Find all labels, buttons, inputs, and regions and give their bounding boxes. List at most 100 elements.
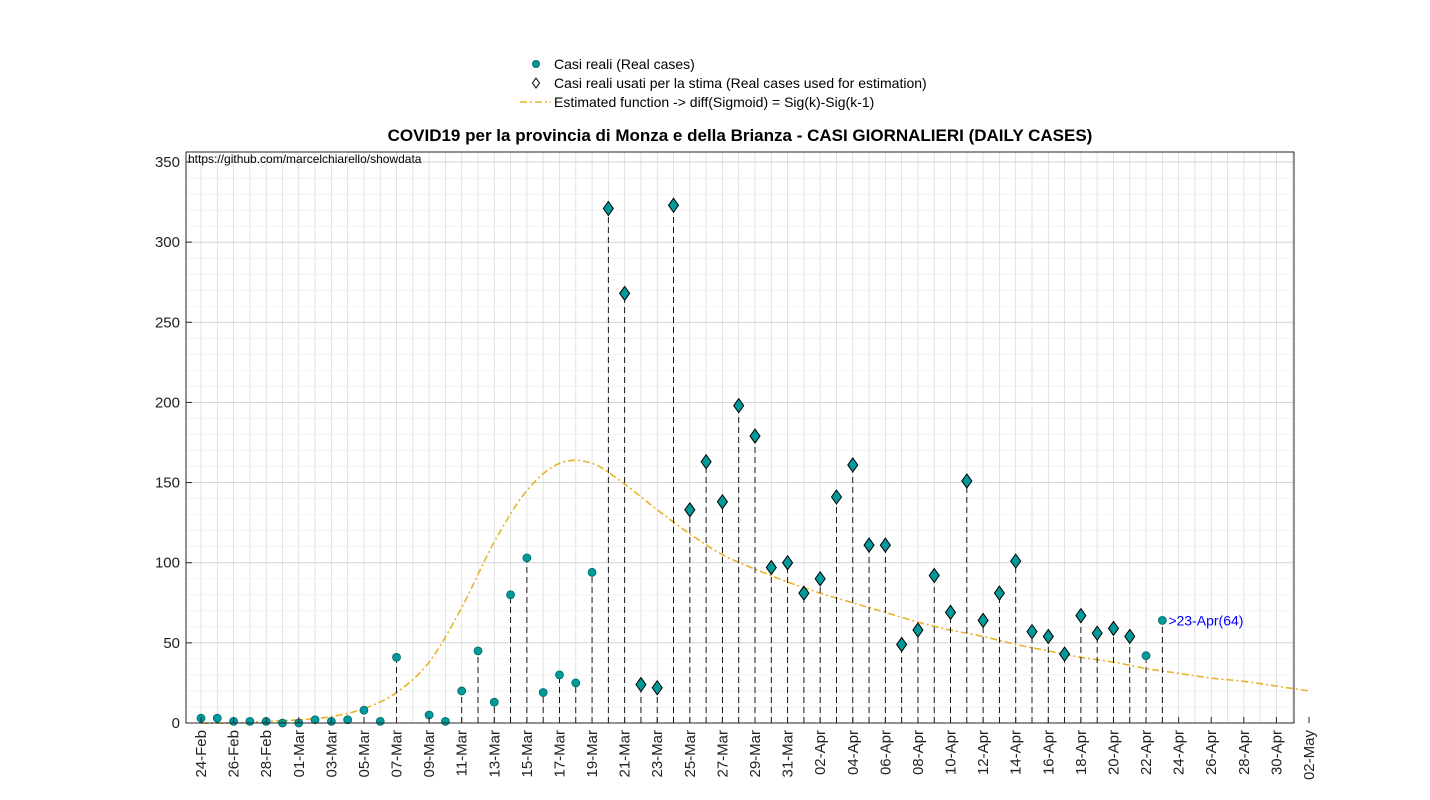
x-tick-label: 23-Mar: [649, 730, 666, 778]
x-tick-label: 08-Apr: [910, 730, 927, 775]
x-tick-label: 28-Feb: [258, 730, 275, 778]
y-axis: 0 50 100 150 200 250 300 350: [155, 154, 192, 732]
x-tick-label: 27-Mar: [714, 730, 731, 778]
legend-label-estimation: Casi reali usati per la stima (Real case…: [554, 75, 927, 91]
estimation-case-point: [667, 197, 680, 214]
y-tick-label: 100: [155, 555, 180, 572]
real-case-point: [506, 590, 515, 600]
x-tick-label: 14-Apr: [1008, 730, 1025, 775]
estimation-case-point: [733, 397, 745, 414]
estimation-case-point: [700, 453, 712, 470]
estimation-case-point: [1091, 625, 1103, 642]
x-tick-label: 11-Mar: [454, 730, 471, 776]
estimation-case-point: [993, 585, 1006, 602]
x-tick-label: 25-Mar: [682, 730, 699, 778]
real-case-point: [310, 715, 320, 725]
x-tick-label: 22-Apr: [1138, 730, 1155, 775]
estimation-case-point: [602, 200, 614, 217]
x-tick-label: 02-Apr: [812, 730, 829, 775]
estimation-case-point: [635, 676, 647, 693]
x-tick-label: 24-Feb: [193, 730, 210, 778]
real-case-point: [245, 716, 255, 726]
plot-frame: [185, 151, 1295, 724]
legend-label-real: Casi reali (Real cases): [554, 56, 695, 72]
estimation-case-point: [830, 489, 843, 505]
estimation-cases-series: [602, 197, 1136, 696]
legend: Casi reali (Real cases) Casi reali usati…: [520, 56, 927, 110]
estimation-case-point: [912, 622, 924, 638]
legend-diamond-marker: [531, 77, 541, 89]
estimation-case-point: [814, 570, 826, 587]
real-case-point: [587, 567, 597, 577]
estimate-curve: [200, 459, 1310, 724]
real-case-point: [522, 553, 532, 563]
y-tick-label: 250: [155, 314, 180, 331]
y-tick-label: 150: [155, 475, 180, 492]
estimation-case-point: [749, 428, 761, 444]
real-case-point: [538, 688, 548, 697]
y-tick-label: 50: [163, 635, 180, 652]
estimation-case-point: [716, 493, 729, 510]
x-tick-label: 07-Mar: [389, 730, 406, 778]
stem-lines: [200, 205, 1163, 723]
legend-entry-real: Casi reali (Real cases): [532, 56, 695, 72]
estimate-series: [200, 459, 1310, 724]
real-case-point: [375, 716, 385, 726]
x-tick-label: 17-Mar: [551, 730, 568, 778]
x-tick-label: 06-Apr: [877, 730, 894, 775]
estimation-case-point: [896, 636, 908, 653]
estimation-case-point: [619, 285, 631, 302]
estimation-case-point: [684, 501, 696, 518]
x-tick-label: 10-Apr: [943, 730, 960, 775]
estimation-case-point: [651, 679, 663, 696]
last-point-annotation: >23-Apr(64): [1168, 612, 1243, 628]
estimation-case-point: [928, 567, 940, 584]
estimation-case-point: [1010, 553, 1022, 569]
y-tick-label: 0: [172, 715, 180, 732]
x-tick-label: 21-Mar: [617, 730, 634, 778]
estimation-case-point: [1058, 646, 1071, 662]
estimation-case-point: [1124, 628, 1136, 645]
x-tick-label: 12-Apr: [975, 730, 992, 775]
x-tick-label: 29-Mar: [747, 730, 764, 778]
x-tick-label: 20-Apr: [1105, 730, 1122, 775]
estimation-case-point: [1107, 620, 1120, 637]
x-tick-label: 09-Mar: [421, 730, 438, 778]
estimation-case-point: [879, 537, 891, 553]
estimation-case-point: [847, 457, 859, 473]
x-axis: 24-Feb 26-Feb 28-Feb 01-Mar 03-Mar 05-Mar 07-M…: [193, 717, 1318, 780]
source-url: https://github.com/marcelchiarello/showd…: [188, 152, 422, 166]
y-tick-label: 350: [155, 154, 180, 171]
x-tick-label: 15-Mar: [519, 730, 536, 778]
real-case-point: [555, 670, 564, 680]
x-tick-label: 26-Feb: [226, 730, 243, 778]
y-tick-label: 200: [155, 394, 180, 411]
x-tick-label: 30-Apr: [1268, 730, 1285, 775]
real-case-point: [571, 678, 581, 688]
x-tick-label: 31-Mar: [780, 730, 797, 778]
real-case-point: [489, 697, 499, 707]
x-tick-label: 16-Apr: [1040, 730, 1057, 775]
real-case-point: [457, 686, 467, 696]
real-case-point: [1157, 616, 1167, 625]
legend-label-estimate: Estimated function -> diff(Sigmoid) = Si…: [554, 94, 874, 110]
real-case-point: [1141, 651, 1151, 661]
real-cases-series: [196, 553, 1167, 728]
estimation-case-point: [1042, 628, 1054, 645]
estimation-case-point: [765, 559, 777, 576]
legend-circle-marker: [532, 60, 540, 68]
estimation-case-point: [798, 585, 810, 602]
y-tick-label: 300: [155, 234, 180, 251]
x-tick-label: 28-Apr: [1236, 730, 1253, 775]
x-tick-label: 02-May: [1301, 730, 1318, 781]
x-tick-label: 01-Mar: [291, 730, 308, 778]
estimation-case-point: [977, 612, 989, 629]
chart-title: COVID19 per la provincia di Monza e dell…: [388, 126, 1093, 145]
estimation-case-point: [863, 537, 875, 553]
x-tick-label: 04-Apr: [845, 730, 862, 775]
estimation-case-point: [944, 604, 957, 621]
real-case-point: [343, 715, 353, 725]
estimation-case-point: [1075, 607, 1087, 624]
estimation-case-point: [1026, 623, 1038, 640]
